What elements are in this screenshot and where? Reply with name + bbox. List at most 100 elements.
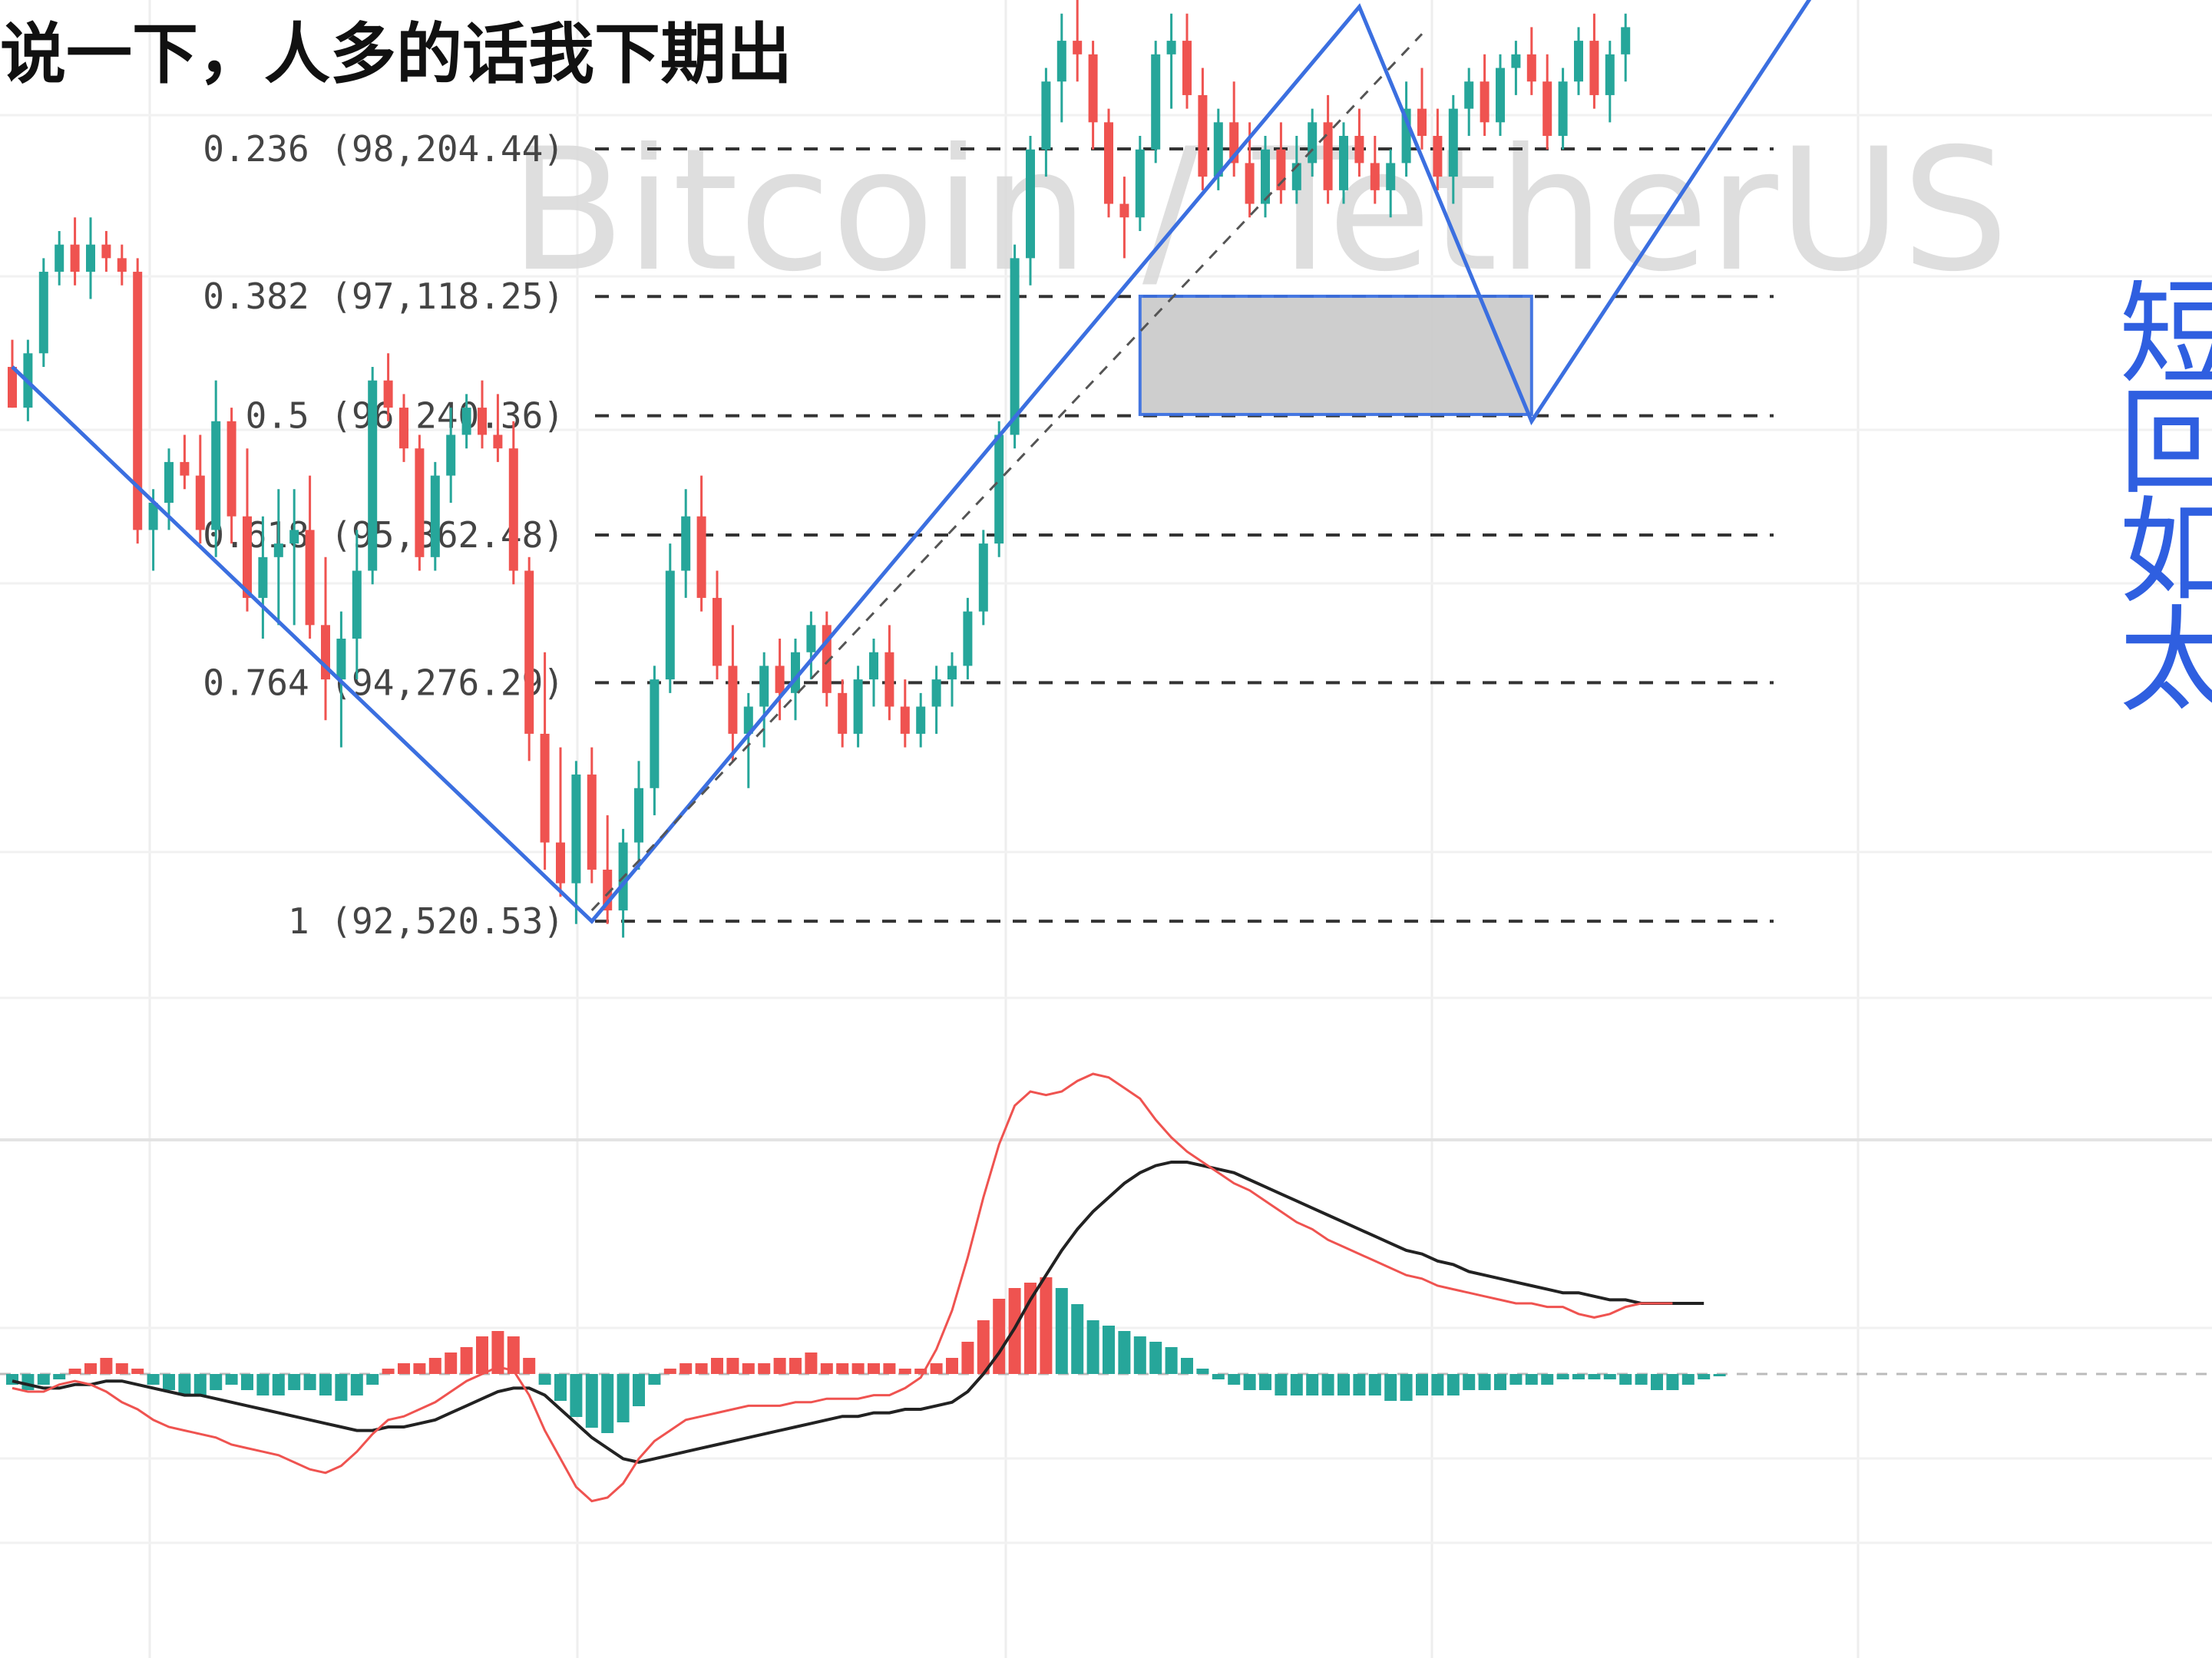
macd-bar-70 <box>1103 1326 1115 1374</box>
candle-body-53 <box>838 692 848 734</box>
candle-body-95 <box>1496 68 1505 123</box>
macd-bar-87 <box>1368 1374 1381 1395</box>
candle-body-28 <box>446 434 456 476</box>
macd-bar-109 <box>1713 1374 1726 1376</box>
macd-bar-54 <box>851 1363 865 1374</box>
side-annotation-char-1: 短 <box>2119 280 2212 401</box>
macd-bar-66 <box>1040 1277 1053 1374</box>
macd-bar-39 <box>617 1374 630 1422</box>
candle-body-7 <box>117 258 127 272</box>
macd-bar-17 <box>272 1374 285 1395</box>
candle-body-60 <box>947 666 957 680</box>
candle-body-32 <box>508 448 518 571</box>
macd-bar-28 <box>445 1352 458 1374</box>
candle-body-84 <box>1323 122 1333 190</box>
candle-body-48 <box>759 666 769 707</box>
macd-bar-76 <box>1196 1369 1209 1374</box>
macd-bar-79 <box>1243 1374 1256 1390</box>
macd-bar-106 <box>1666 1374 1679 1390</box>
candle-body-100 <box>1574 41 1583 82</box>
candle-body-42 <box>665 570 675 680</box>
macd-bar-4 <box>68 1369 81 1374</box>
macd-bar-98 <box>1541 1374 1554 1385</box>
candle-body-43 <box>681 516 691 571</box>
macd-bar-34 <box>538 1374 551 1385</box>
candle-body-74 <box>1166 41 1176 54</box>
candle-body-6 <box>101 244 111 259</box>
candle-body-4 <box>70 244 80 272</box>
candle-body-96 <box>1511 54 1521 68</box>
macd-bar-23 <box>366 1374 379 1385</box>
macd-bar-26 <box>413 1363 426 1374</box>
candle-body-59 <box>931 679 941 707</box>
macd-bar-99 <box>1556 1374 1569 1379</box>
macd-bar-36 <box>570 1374 583 1417</box>
candle-body-57 <box>900 706 910 734</box>
candle-body-65 <box>1026 149 1035 259</box>
macd-bar-82 <box>1290 1374 1303 1395</box>
macd-bar-55 <box>868 1363 880 1374</box>
candle-body-34 <box>540 733 550 843</box>
macd-bar-62 <box>977 1320 990 1374</box>
candle-body-17 <box>273 543 283 557</box>
candle-body-29 <box>461 408 471 435</box>
side-annotation-char-4: 太 <box>2119 595 2212 716</box>
candle-body-77 <box>1213 122 1223 177</box>
macd-bar-38 <box>601 1374 614 1433</box>
candle-body-93 <box>1464 81 1474 109</box>
macd-bar-32 <box>507 1336 520 1374</box>
macd-bar-29 <box>460 1347 473 1374</box>
macd-signal-line <box>12 1161 1704 1465</box>
candle-body-54 <box>853 679 863 734</box>
candle-body-66 <box>1041 81 1051 150</box>
candle-body-103 <box>1621 27 1631 54</box>
candle-body-86 <box>1354 136 1364 163</box>
macd-bar-91 <box>1431 1374 1444 1395</box>
candle-body-36 <box>571 775 581 883</box>
candle-body-61 <box>963 611 973 666</box>
candle-body-88 <box>1386 163 1396 190</box>
macd-bar-6 <box>100 1358 113 1374</box>
macd-bar-64 <box>1008 1288 1021 1374</box>
candle-body-101 <box>1589 41 1599 95</box>
macd-bar-31 <box>491 1331 504 1374</box>
macd-bar-48 <box>758 1363 771 1374</box>
macd-bar-7 <box>115 1363 128 1374</box>
candle-body-27 <box>430 475 440 557</box>
candle-body-51 <box>806 625 816 652</box>
candle-body-47 <box>743 706 753 734</box>
candle-body-22 <box>352 570 362 639</box>
candle-body-68 <box>1073 41 1083 54</box>
candle-body-10 <box>164 461 174 503</box>
fib-label-5: 1 (92,520.53) <box>288 900 564 942</box>
trend-drawings <box>11 0 1812 924</box>
candle-body-11 <box>180 461 190 476</box>
candle-body-24 <box>383 380 393 408</box>
macd-bar-24 <box>382 1369 395 1374</box>
macd-bar-93 <box>1463 1374 1476 1390</box>
fib-label-0: 0.236 (98,204.44) <box>203 128 564 170</box>
macd-bar-21 <box>335 1374 348 1401</box>
macd-bar-15 <box>241 1374 253 1390</box>
macd-bar-5 <box>84 1363 97 1374</box>
candle-body-94 <box>1480 81 1490 123</box>
macd-bar-97 <box>1525 1374 1538 1385</box>
macd-bar-50 <box>789 1358 802 1374</box>
macd-bar-30 <box>476 1336 488 1374</box>
candle-body-73 <box>1151 54 1161 150</box>
candle-body-71 <box>1119 203 1129 218</box>
candle-body-21 <box>336 639 346 680</box>
candle-body-0 <box>8 366 17 408</box>
macd-bar-49 <box>773 1358 786 1374</box>
macd-bar-33 <box>523 1358 536 1374</box>
candle-body-46 <box>728 666 738 734</box>
macd-bar-103 <box>1619 1374 1632 1385</box>
macd-bar-89 <box>1400 1374 1413 1401</box>
candle-body-30 <box>478 408 487 435</box>
candle-body-19 <box>305 530 315 626</box>
macd-panel <box>0 1072 2212 1503</box>
macd-bar-16 <box>256 1374 269 1395</box>
macd-bar-74 <box>1165 1347 1178 1374</box>
